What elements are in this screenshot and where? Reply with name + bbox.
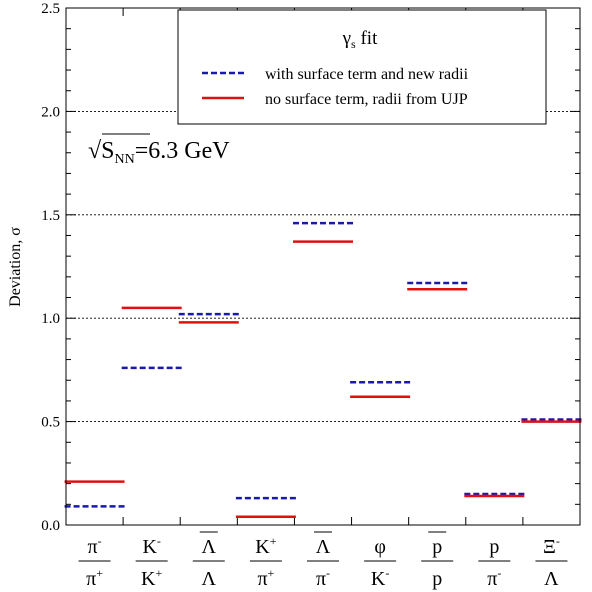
category-numerator: Ξ- [543,534,560,558]
plot-frame [65,7,581,526]
series-no-surface-term [64,240,582,518]
category-denominator: K- [371,566,389,590]
legend-label-no-surface-term: no surface term, radii from UJP [265,91,468,108]
category-denominator: Λ [544,568,559,590]
category-denominator: K+ [141,566,162,590]
series-surface-term [64,221,582,508]
y-tick-label: 0.5 [41,415,60,431]
category-numerator: p [489,536,499,558]
category-denominator: π+ [86,566,103,590]
data-series [64,221,582,518]
category-label: K- K+ [135,534,168,590]
category-label: K+ π+ [249,534,282,590]
legend-label-surface-term: with surface term and new radii [265,66,469,83]
category-numerator: K+ [255,534,276,558]
y-tick-label: 1.5 [41,208,60,224]
category-denominator: π- [487,566,501,590]
y-tick-label: 2.0 [41,104,60,120]
category-label: π-π+ [78,534,111,590]
legend-title-subscript: s [351,37,356,51]
y-tick-label: 2.5 [41,1,60,17]
legend: γs fit with surface term and new radii n… [177,9,547,125]
category-denominator: Λ [202,568,217,590]
category-denominator: p [432,568,442,590]
category-label: Ξ- Λ [535,534,568,590]
y-tick-label: 0.0 [41,518,60,534]
category-label: p π- [478,536,511,590]
category-numerator: K- [142,534,160,558]
category-numerator: Λ [202,536,217,558]
energy-annotation: √SNN=6.3 GeV [88,138,230,167]
category-label: φ K- [364,536,397,590]
y-axis-title: Deviation, σ [7,227,24,307]
y-tick-labels: 0.0 0.5 1.0 1.5 2.0 2.5 [41,1,60,534]
legend-box [177,9,547,125]
category-numerator: φ [374,536,386,558]
energy-annotation-subscript: NN [115,152,135,167]
category-numerator: π- [88,534,102,558]
category-label: ΛΛ [192,531,225,590]
category-label: Λπ- [307,531,339,590]
category-label: pp [421,531,454,590]
energy-annotation-rest: =6.3 GeV [135,138,231,164]
legend-title-rest: fit [356,28,378,49]
category-denominator: π+ [257,566,274,590]
category-numerator: p [432,536,442,558]
category-denominator: π- [316,566,330,590]
legend-title: γs fit [342,28,378,51]
y-tick-label: 1.0 [41,311,60,327]
category-numerator: Λ [316,536,331,558]
